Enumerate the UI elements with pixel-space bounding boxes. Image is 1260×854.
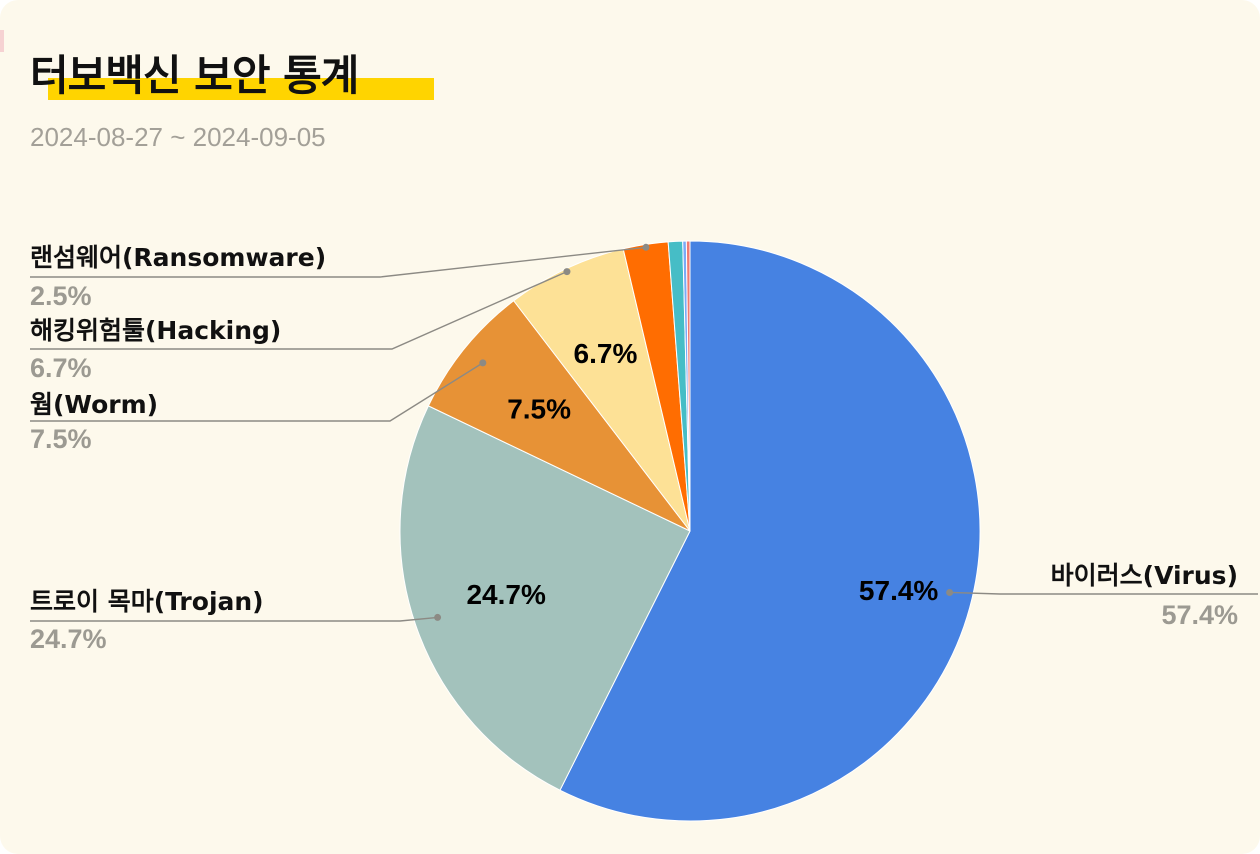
- callout-percent-ransomware: 2.5%: [30, 281, 92, 311]
- callout-line-worm: [30, 362, 484, 422]
- callout-line-ransomware: [30, 246, 647, 278]
- callout-name-worm: 웜(Worm): [30, 390, 158, 419]
- pie-slice-worm: [427, 300, 691, 532]
- slice-value-label-hacking: 6.7%: [574, 338, 638, 369]
- pie-callouts: 바이러스(Virus) 57.4% 트로이 목마(Trojan) 24.7% 웜(Wor…: [30, 243, 1258, 654]
- slice-value-label-trojan: 24.7%: [466, 579, 545, 610]
- slice-value-label-worm: 7.5%: [507, 394, 571, 425]
- slice-value-label-virus: 57.4%: [859, 575, 938, 606]
- callout-percent-trojan: 24.7%: [30, 624, 107, 654]
- callout-percent-hacking: 6.7%: [30, 353, 92, 383]
- date-range: 2024-08-27 ~ 2024-09-05: [30, 122, 326, 152]
- callout-name-trojan: 트로이 목마(Trojan): [30, 587, 264, 616]
- callout-dot-trojan: [434, 613, 442, 621]
- chart-title: 터보백신 보안 통계: [30, 51, 359, 100]
- callout-dot-worm: [479, 359, 487, 367]
- pie-slice-slice-7: [685, 240, 691, 532]
- callout-name-hacking: 해킹위험툴(Hacking): [30, 316, 281, 345]
- callout-line-virus: [949, 591, 1258, 595]
- title-highlight: [48, 78, 434, 100]
- callout-percent-worm: 7.5%: [30, 424, 92, 454]
- callout-line-hacking: [30, 270, 568, 350]
- callout-dot-hacking: [563, 268, 571, 276]
- pie-slices: [399, 240, 981, 822]
- pie-slice-virus: [559, 240, 981, 822]
- pie-inside-labels: 57.4% 24.7% 7.5%6.7%: [466, 338, 938, 610]
- callout-dot-virus: [946, 588, 954, 596]
- callout-name-virus: 바이러스(Virus): [1051, 561, 1238, 590]
- callout-name-ransomware: 랜섬웨어(Ransomware): [30, 243, 326, 272]
- callout-line-trojan: [30, 616, 438, 622]
- title-block: 터보백신 보안 통계: [30, 50, 434, 102]
- callout-percent-virus: 57.4%: [1161, 600, 1238, 630]
- callout-dot-ransomware: [642, 243, 650, 251]
- accent-mark: [0, 30, 4, 52]
- pie-slice-trojan: [399, 405, 691, 791]
